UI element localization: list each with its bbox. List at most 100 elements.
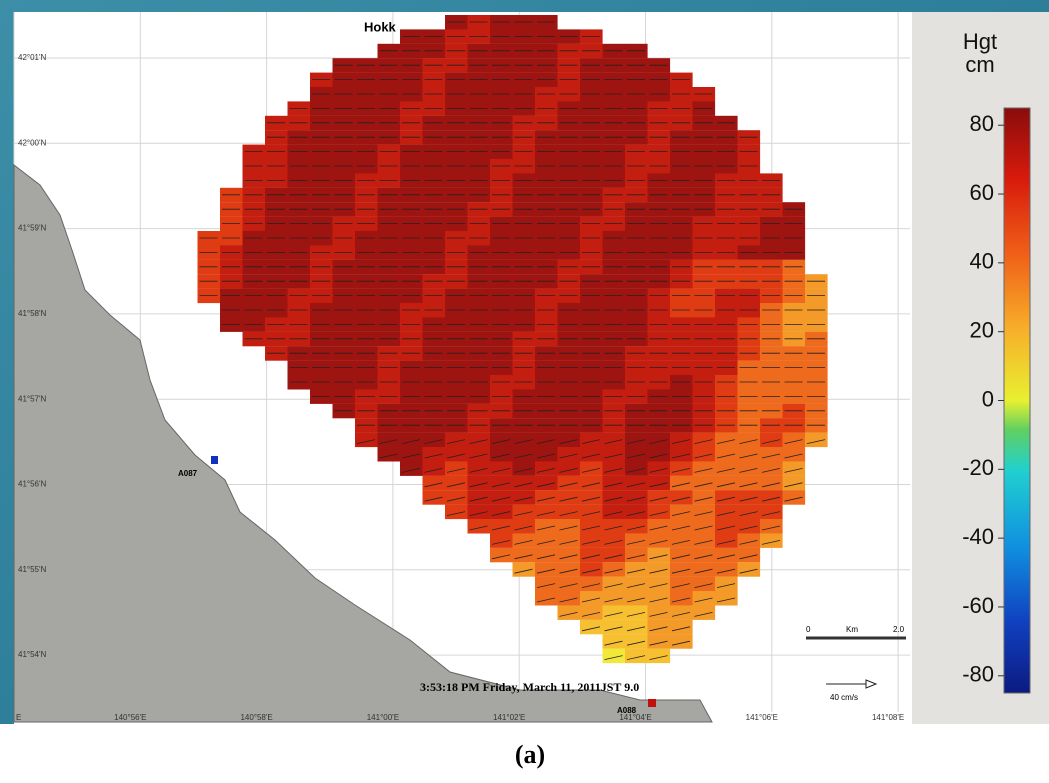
velocity-arrow — [671, 612, 691, 617]
velocity-arrow — [446, 439, 466, 444]
velocity-arrow — [784, 482, 803, 488]
velocity-arrow — [559, 496, 578, 502]
height-cell — [760, 490, 783, 505]
velocity-arrow — [536, 439, 556, 444]
velocity-arrow — [469, 468, 488, 473]
latitude-label: 41°57'N — [18, 394, 47, 403]
height-cell — [692, 490, 716, 505]
velocity-arrow — [694, 439, 713, 444]
velocity-arrow — [559, 511, 578, 516]
height-cell — [557, 504, 581, 520]
velocity-arrow — [626, 439, 646, 444]
velocity-arrow — [514, 468, 533, 473]
height-cell — [625, 475, 648, 491]
velocity-arrow — [604, 525, 623, 531]
height-cell — [602, 490, 626, 505]
velocity-arrow — [626, 568, 646, 574]
velocity-arrow — [446, 468, 466, 473]
velocity-arrow — [626, 540, 646, 545]
height-cell — [692, 605, 716, 620]
height-cell — [557, 591, 581, 606]
velocity-arrow — [559, 525, 578, 531]
velocity-arrow — [784, 468, 803, 473]
velocity-arrow — [739, 453, 758, 459]
height-cell — [580, 504, 603, 520]
velocity-arrow — [356, 439, 376, 444]
velocity-arrow — [401, 439, 421, 444]
velocity-arrow — [694, 496, 713, 502]
velocity-arrow — [649, 525, 668, 531]
height-cell — [737, 432, 761, 448]
velocity-arrow — [671, 511, 691, 516]
velocity-arrow — [761, 525, 781, 531]
height-cell — [670, 562, 693, 577]
velocity-arrow — [739, 554, 758, 560]
height-cell — [737, 533, 761, 548]
velocity-arrow — [514, 453, 533, 459]
velocity-arrow — [626, 612, 646, 617]
velocity-arrow — [739, 468, 758, 473]
velocity-arrow — [761, 468, 781, 473]
height-cell — [715, 475, 738, 491]
height-cell — [625, 547, 648, 563]
velocity-arrow — [581, 626, 601, 632]
height-cell — [737, 519, 761, 534]
velocity-arrow — [469, 453, 488, 459]
height-cell — [445, 475, 468, 491]
velocity-arrow — [739, 540, 758, 545]
height-cell — [580, 519, 603, 534]
height-cell — [647, 648, 671, 664]
velocity-arrow — [536, 496, 556, 502]
velocity-arrow — [581, 453, 601, 459]
height-cell — [535, 504, 558, 520]
velocity-arrow — [626, 525, 646, 531]
height-cell — [625, 619, 648, 635]
velocity-arrow — [514, 568, 533, 574]
height-cell — [535, 547, 558, 563]
height-cell — [760, 519, 783, 534]
height-cell — [602, 547, 626, 563]
height-cell — [715, 519, 738, 534]
height-cell — [400, 461, 423, 476]
velocity-arrow — [536, 540, 556, 545]
height-cell — [782, 490, 806, 505]
velocity-arrow — [694, 540, 713, 545]
longitude-label: 141°00'E — [367, 713, 399, 722]
height-cell — [557, 547, 581, 563]
height-cell — [760, 461, 783, 476]
height-cell — [602, 591, 626, 606]
height-cell — [490, 533, 513, 548]
height-cell — [512, 504, 536, 520]
height-cell — [400, 432, 423, 448]
longitude-label: 141°02'E — [493, 713, 525, 722]
longitude-label: E — [16, 713, 21, 722]
velocity-arrow — [694, 482, 713, 488]
height-cell — [670, 504, 693, 520]
velocity-arrow — [671, 554, 691, 560]
station-a087-marker — [211, 456, 218, 464]
height-cell — [535, 490, 558, 505]
height-cell — [737, 562, 761, 577]
velocity-arrow — [694, 525, 713, 531]
height-cell — [737, 547, 761, 563]
height-cell — [670, 475, 693, 491]
velocity-arrow — [491, 540, 511, 545]
velocity-arrow — [379, 439, 398, 444]
height-cell — [490, 490, 513, 505]
velocity-arrow — [671, 640, 691, 646]
velocity-arrow — [514, 511, 533, 516]
velocity-arrow — [671, 568, 691, 574]
velocity-arrow — [536, 583, 556, 588]
colorbar-title: Hgt — [963, 29, 997, 54]
height-cell — [737, 504, 761, 520]
velocity-arrow — [581, 612, 601, 617]
velocity-arrow — [649, 540, 668, 545]
height-cell — [647, 605, 671, 620]
velocity-arrow — [739, 496, 758, 502]
height-cell — [625, 432, 648, 448]
velocity-arrow — [559, 612, 578, 617]
height-cell — [557, 576, 581, 592]
velocity-arrow — [446, 511, 466, 516]
height-cell — [602, 619, 626, 635]
velocity-arrow — [671, 453, 691, 459]
